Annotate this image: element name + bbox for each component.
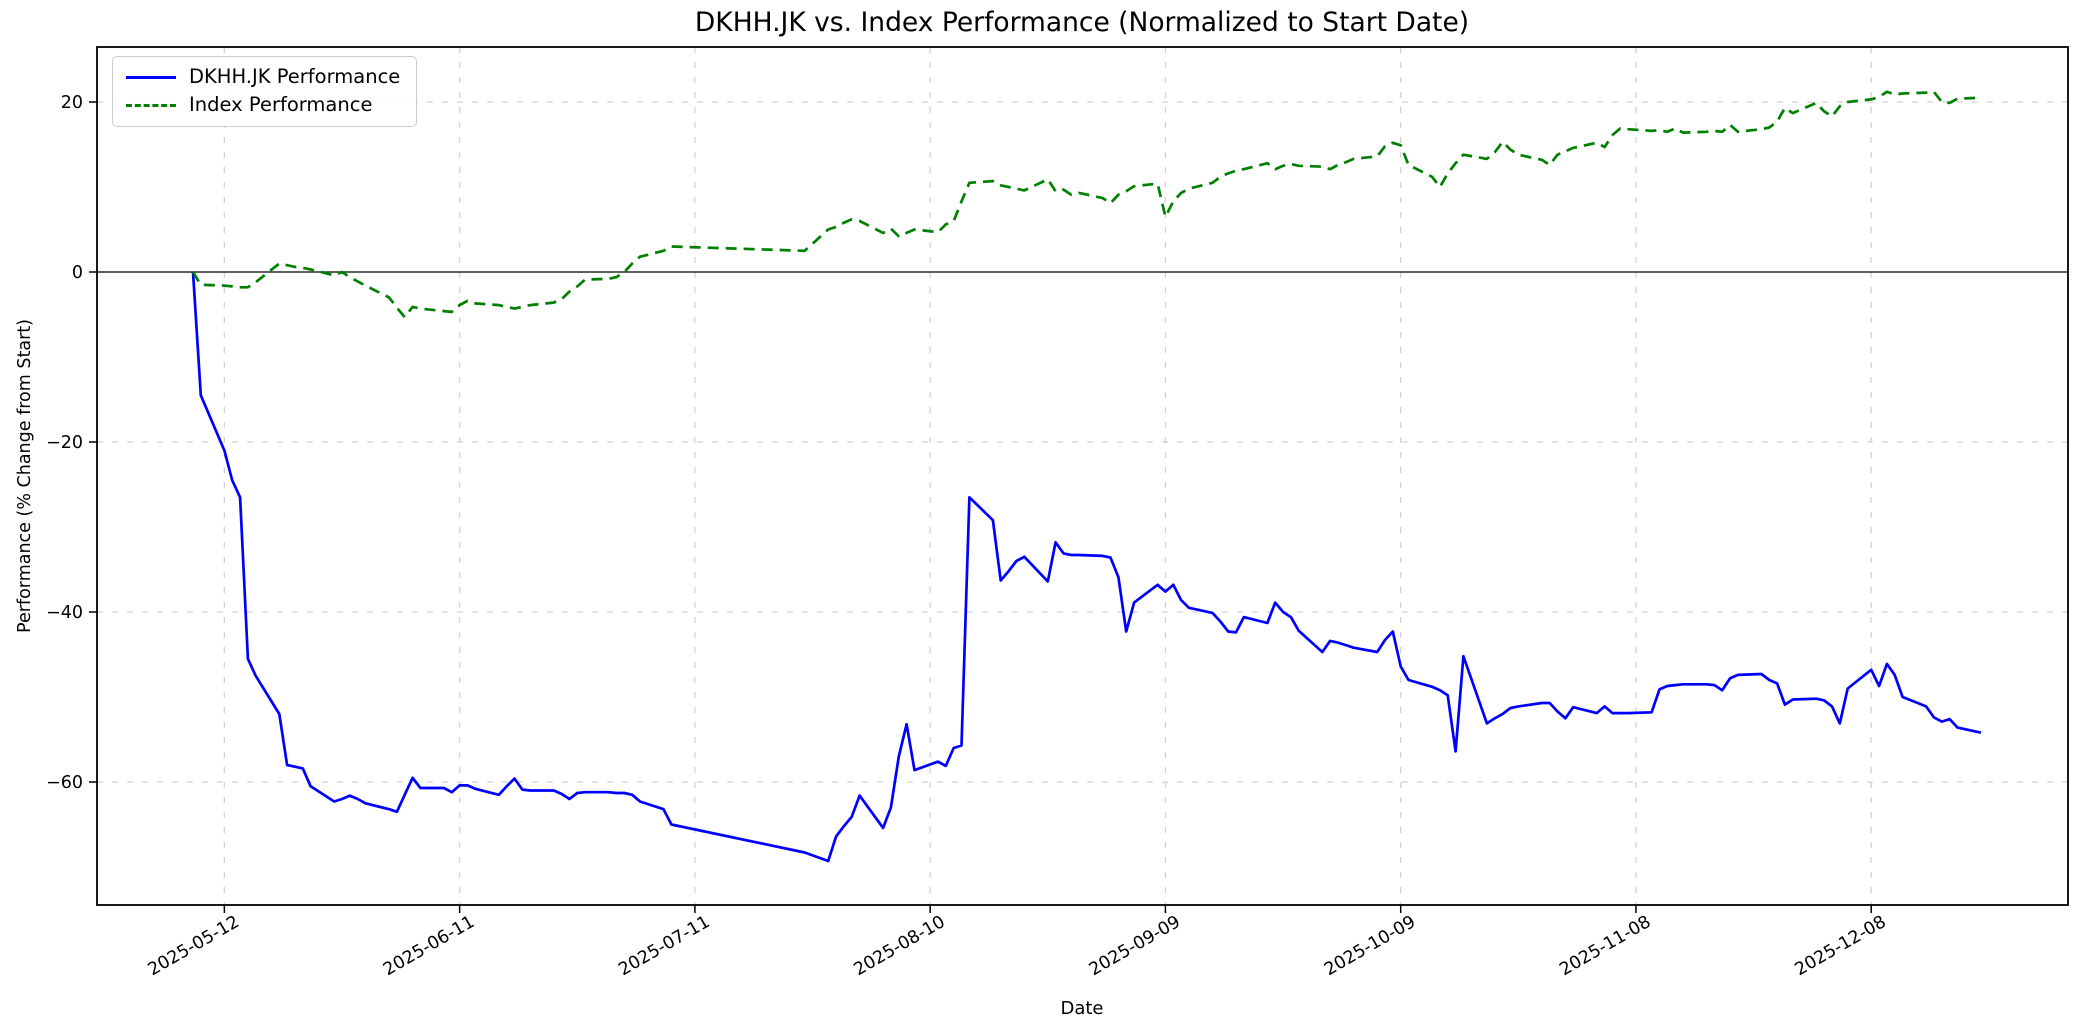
series-index-line	[191, 90, 1982, 319]
legend-line-sample-index	[126, 104, 176, 108]
chart-title: DKHH.JK vs. Index Performance (Normalize…	[695, 7, 1469, 38]
y-tick-label: −20	[46, 433, 83, 453]
x-tick-label: 2025-10-09	[1321, 912, 1419, 980]
y-tick-label: −40	[46, 603, 83, 623]
axis-ticks	[89, 101, 1872, 913]
series-dkhh-line	[191, 271, 1982, 863]
series-lines	[191, 90, 1982, 863]
x-tick-label: 2025-07-11	[615, 912, 713, 980]
legend: DKHH.JK Performance Index Performance	[112, 56, 418, 127]
y-tick-label: −60	[46, 773, 83, 793]
legend-line-sample-dkhh	[126, 75, 176, 79]
x-tick-label: 2025-06-11	[380, 912, 478, 980]
gridlines	[97, 47, 2068, 905]
y-axis-label: Performance (% Change from Start)	[15, 319, 35, 633]
legend-label-dkhh: DKHH.JK Performance	[189, 65, 401, 88]
legend-label-index: Index Performance	[189, 93, 373, 117]
legend-entry-index: Index Performance	[126, 93, 400, 117]
axes-frame	[96, 46, 2069, 906]
x-axis-label: Date	[1060, 998, 1103, 1019]
x-tick-label: 2025-11-08	[1556, 912, 1654, 980]
x-tick-label: 2025-09-09	[1086, 912, 1184, 980]
y-tick-label: 0	[72, 263, 83, 283]
legend-entry-dkhh: DKHH.JK Performance	[126, 65, 401, 88]
x-tick-label: 2025-12-08	[1792, 912, 1890, 980]
x-tick-label: 2025-05-12	[145, 912, 243, 980]
x-tick-label: 2025-08-10	[851, 912, 949, 980]
plot-border	[96, 46, 2069, 906]
y-tick-label: 20	[61, 93, 83, 113]
